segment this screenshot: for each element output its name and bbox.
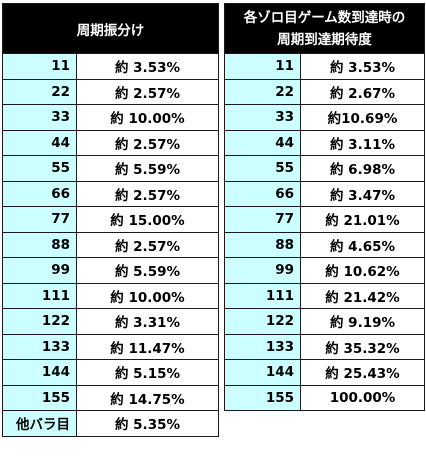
game-count-cell: 11 [2, 53, 77, 80]
percentage-cell: 約 21.01% [299, 206, 426, 233]
table-row: 111 約 21.42% [224, 282, 426, 309]
table-row: 55 約 5.59% [2, 155, 219, 182]
game-count-cell: 44 [2, 129, 77, 156]
percentage-cell: 約 5.15% [76, 359, 219, 386]
table-row: 122 約 3.31% [2, 308, 219, 335]
game-count-cell: 11 [224, 53, 301, 80]
game-count-cell: 55 [2, 155, 77, 182]
percentage-cell: 約 6.98% [299, 155, 426, 182]
game-count-cell: 111 [224, 282, 301, 309]
table-row: 99 約 5.59% [2, 257, 219, 284]
game-count-cell: 33 [2, 104, 77, 131]
table-row: 44 約 3.11% [224, 129, 426, 156]
header-line-2: 周期到達期待度 [277, 31, 372, 48]
table-row: 88 約 4.65% [224, 231, 426, 258]
table-row: 144 約 25.43% [224, 359, 426, 386]
game-count-cell: 155 [2, 384, 77, 411]
table-row: 33 約10.69% [224, 104, 426, 131]
percentage-cell: 約10.69% [299, 104, 426, 131]
table-row: 122 約 9.19% [224, 308, 426, 335]
cycle-expectation-header: 各ゾロ目ゲーム数到達時の 周期到達期待度 [223, 3, 426, 54]
percentage-cell: 約 2.57% [76, 231, 219, 258]
percentage-cell: 約 3.53% [299, 53, 426, 80]
percentage-cell: 約 10.00% [76, 104, 219, 131]
game-count-cell: 77 [224, 206, 301, 233]
percentage-cell: 約 2.67% [299, 78, 426, 105]
table-row: 77 約 21.01% [224, 206, 426, 233]
game-count-cell: 122 [224, 308, 301, 335]
game-count-cell: 55 [224, 155, 301, 182]
game-count-cell: 22 [224, 78, 301, 105]
table-row: 133 約 35.32% [224, 333, 426, 360]
table-row: 22 約 2.57% [2, 78, 219, 105]
game-count-cell: 77 [2, 206, 77, 233]
game-count-cell: 他バラ目 [2, 410, 77, 437]
percentage-cell: 約 2.57% [76, 129, 219, 156]
table-row: 55 約 6.98% [224, 155, 426, 182]
cycle-expectation-table: 各ゾロ目ゲーム数到達時の 周期到達期待度 11 約 3.53% 22 約 2.67% 3… [223, 3, 426, 411]
table-row: 33 約 10.00% [2, 104, 219, 131]
table-row: 155 約 14.75% [2, 384, 219, 411]
game-count-cell: 44 [224, 129, 301, 156]
table-row: 11 約 3.53% [224, 53, 426, 80]
table-row: 155 100.00% [224, 384, 426, 411]
percentage-cell: 約 35.32% [299, 333, 426, 360]
percentage-cell: 約 5.35% [76, 410, 219, 437]
percentage-cell: 約 9.19% [299, 308, 426, 335]
percentage-cell: 約 5.59% [76, 257, 219, 284]
percentage-cell: 約 3.47% [299, 180, 426, 207]
table-row: 99 約 10.62% [224, 257, 426, 284]
percentage-cell: 約 10.00% [76, 282, 219, 309]
game-count-cell: 155 [224, 384, 301, 411]
table-row: 111 約 10.00% [2, 282, 219, 309]
percentage-cell: 約 11.47% [76, 333, 219, 360]
game-count-cell: 99 [2, 257, 77, 284]
game-count-cell: 111 [2, 282, 77, 309]
percentage-cell: 約 10.62% [299, 257, 426, 284]
game-count-cell: 133 [224, 333, 301, 360]
percentage-cell: 約 4.65% [299, 231, 426, 258]
table-row: 88 約 2.57% [2, 231, 219, 258]
game-count-cell: 144 [224, 359, 301, 386]
table-row: 66 約 2.57% [2, 180, 219, 207]
percentage-cell: 約 3.53% [76, 53, 219, 80]
game-count-cell: 66 [2, 180, 77, 207]
game-count-cell: 88 [2, 231, 77, 258]
table-row: 他バラ目約 5.35% [2, 410, 219, 437]
game-count-cell: 22 [2, 78, 77, 105]
percentage-cell: 約 5.59% [76, 155, 219, 182]
percentage-cell: 100.00% [299, 384, 426, 411]
percentage-cell: 約 3.31% [76, 308, 219, 335]
game-count-cell: 99 [224, 257, 301, 284]
game-count-cell: 66 [224, 180, 301, 207]
game-count-cell: 133 [2, 333, 77, 360]
table-header-row: 各ゾロ目ゲーム数到達時の 周期到達期待度 [223, 3, 426, 54]
game-count-cell: 122 [2, 308, 77, 335]
percentage-cell: 約 21.42% [299, 282, 426, 309]
table-row: 66 約 3.47% [224, 180, 426, 207]
game-count-cell: 88 [224, 231, 301, 258]
table-row: 22 約 2.67% [224, 78, 426, 105]
cycle-distribution-header: 周期振分け [2, 3, 219, 54]
table-row: 133 約 11.47% [2, 333, 219, 360]
percentage-cell: 約 25.43% [299, 359, 426, 386]
percentage-cell: 約 2.57% [76, 180, 219, 207]
game-count-cell: 144 [2, 359, 77, 386]
header-line-1: 各ゾロ目ゲーム数到達時の [243, 9, 406, 26]
table-row: 144 約 5.15% [2, 359, 219, 386]
percentage-cell: 約 2.57% [76, 78, 219, 105]
percentage-cell: 約 15.00% [76, 206, 219, 233]
percentage-cell: 約 14.75% [76, 384, 219, 411]
cycle-distribution-table: 周期振分け 11 約 3.53% 22 約 2.57% 33 約 10.00% 44 約 2.… [2, 3, 219, 437]
percentage-cell: 約 3.11% [299, 129, 426, 156]
table-row: 77 約 15.00% [2, 206, 219, 233]
table-row: 11 約 3.53% [2, 53, 219, 80]
game-count-cell: 33 [224, 104, 301, 131]
table-header-row: 周期振分け [2, 3, 219, 54]
table-row: 44 約 2.57% [2, 129, 219, 156]
